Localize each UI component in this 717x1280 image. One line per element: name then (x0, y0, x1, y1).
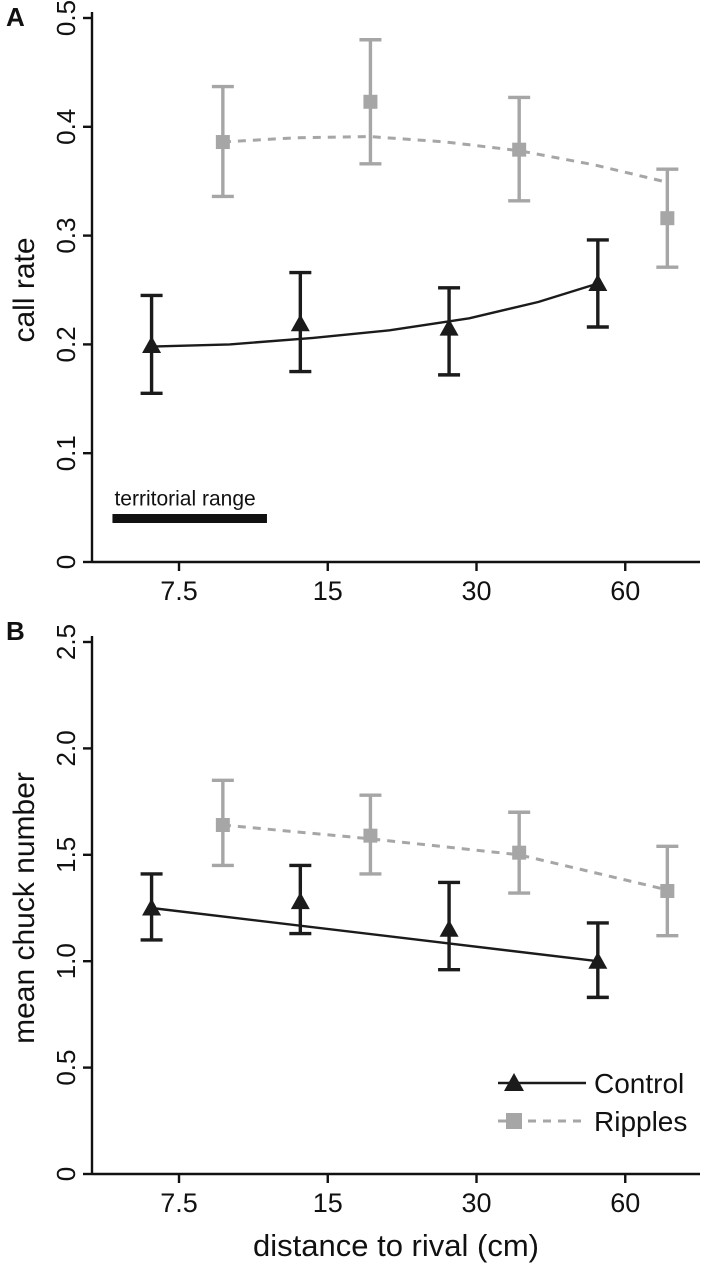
x-axis-title: distance to rival (cm) (253, 1228, 539, 1263)
y-tick-label: 0 (51, 1167, 81, 1181)
legend-marker-ripples (506, 1113, 522, 1129)
x-tick-label: 15 (313, 1188, 343, 1218)
trend-line-ripples (222, 823, 668, 892)
x-tick-label: 60 (610, 1188, 640, 1218)
x-tick-label: 30 (461, 576, 491, 606)
y-axis-label: call rate (8, 237, 41, 342)
data-point-control (290, 892, 310, 910)
x-tick-label: 7.5 (160, 576, 198, 606)
y-tick-label: 0.5 (51, 1050, 81, 1086)
trend-line-ripples (222, 135, 668, 184)
data-point-control (142, 898, 162, 916)
data-point-ripples (363, 94, 378, 109)
y-tick-label: 0.4 (51, 109, 81, 145)
trend-line-control (151, 282, 599, 348)
data-point-ripples (660, 211, 675, 226)
data-point-ripples (512, 845, 527, 860)
panel-b-chart: 0 0.5 1.0 1.5 2.0 2.5 7.5 15 30 60 mean chuck numb… (8, 624, 700, 1218)
data-point-ripples (512, 142, 527, 157)
data-point-ripples (215, 135, 230, 150)
x-tick-label: 60 (610, 576, 640, 606)
data-point-control (439, 919, 459, 937)
y-tick-label: 0.1 (51, 435, 81, 471)
panel-a-letter: A (6, 2, 25, 32)
legend-label-control: Control (594, 1068, 684, 1099)
legend-marker-control (504, 1073, 524, 1091)
y-tick-label: 2.0 (51, 730, 81, 766)
y-tick-label: 1.0 (51, 943, 81, 979)
data-point-control (290, 314, 310, 332)
y-tick-label: 0.3 (51, 218, 81, 254)
y-axis-label: mean chuck number (8, 772, 41, 1044)
panel-a-chart: 0 0.1 0.2 0.3 0.4 0.5 7.5 15 30 60 call rate territ… (8, 0, 700, 606)
data-point-ripples (660, 883, 675, 898)
y-tick-label: 2.5 (51, 624, 81, 660)
x-tick-label: 30 (461, 1188, 491, 1218)
y-tick-label: 0.5 (51, 0, 81, 36)
trend-line-control (151, 906, 598, 963)
data-point-control (439, 318, 459, 336)
x-tick-label: 7.5 (160, 1188, 198, 1218)
y-tick-label: 0.2 (51, 326, 81, 362)
legend-label-ripples: Ripples (594, 1106, 687, 1137)
territorial-range-label: territorial range (114, 487, 255, 510)
data-point-control (588, 273, 608, 291)
data-point-ripples (215, 818, 230, 833)
x-tick-label: 15 (313, 576, 343, 606)
panel-b-letter: B (6, 616, 25, 646)
data-point-ripples (363, 828, 378, 843)
data-point-control (588, 951, 608, 969)
y-tick-label: 1.5 (51, 837, 81, 873)
data-point-control (142, 335, 162, 353)
y-tick-label: 0 (51, 555, 81, 569)
